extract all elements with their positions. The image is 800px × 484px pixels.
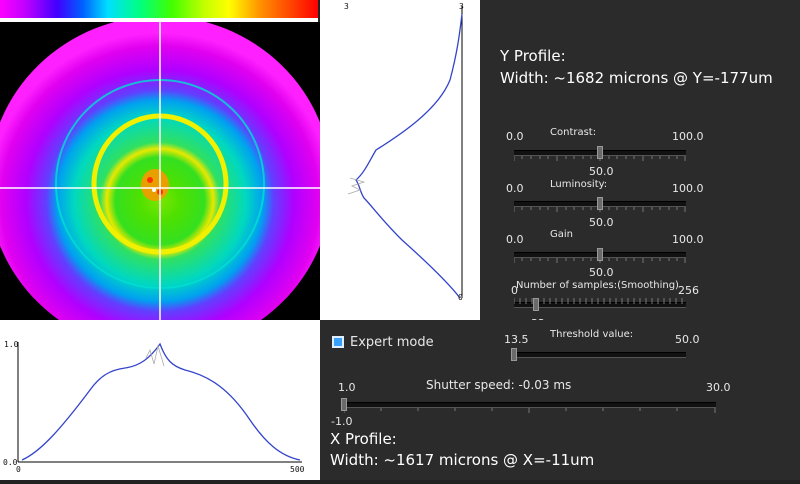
samples-max: 256 (678, 284, 699, 297)
samples-min: 0 (511, 284, 518, 297)
contrast-value: 50.0 (589, 165, 614, 178)
colormap-separator (0, 18, 318, 22)
shutter-max: 30.0 (706, 381, 731, 394)
x-plot-xmax-label: 500 (290, 465, 305, 474)
shutter-value: -1.0 (331, 415, 353, 428)
y-profile-curve (355, 13, 463, 299)
y-profile-plot: 3 3 0 (320, 0, 480, 320)
gain-max: 100.0 (672, 233, 704, 246)
colormap-legend (0, 0, 318, 18)
threshold-label: Threshold value: (550, 329, 634, 340)
x-profile-curve (21, 342, 301, 461)
y-profile-width: Width: ~1682 microns @ Y=-177um (500, 69, 773, 87)
luminosity-min: 0.0 (506, 182, 524, 195)
shutter-track[interactable] (344, 402, 716, 408)
threshold-min: 13.5 (504, 333, 529, 346)
beam-image-view[interactable] (0, 16, 332, 352)
contrast-handle[interactable] (597, 146, 603, 159)
beam-image (0, 16, 332, 352)
x-plot-ymax-label: 1.0 (4, 340, 19, 349)
gain-label: Gain (550, 229, 573, 240)
contrast-min: 0.0 (506, 130, 524, 143)
shutter-min: 1.0 (338, 381, 356, 394)
threshold-max: 50.0 (675, 333, 700, 346)
expert-mode-checkbox[interactable] (332, 336, 344, 348)
gain-ticks (514, 258, 686, 263)
y-profile-title: Y Profile: (500, 47, 566, 65)
shutter-handle[interactable] (341, 398, 347, 411)
luminosity-max: 100.0 (672, 182, 704, 195)
samples-handle[interactable] (533, 298, 539, 311)
samples-ticks (514, 298, 683, 304)
gain-handle[interactable] (597, 248, 603, 261)
threshold-track[interactable] (514, 352, 686, 358)
x-plot-xmin-label: 0 (16, 465, 21, 474)
gain-value: 50.0 (589, 266, 614, 279)
shutter-ticks (344, 408, 716, 413)
y-plot-bottom-label: 0 (458, 293, 463, 302)
x-profile-width: Width: ~1617 microns @ X=-11um (330, 451, 595, 469)
expert-mode-label[interactable]: Expert mode (350, 335, 434, 350)
contrast-max: 100.0 (672, 130, 704, 143)
samples-track[interactable] (514, 302, 686, 308)
y-plot-top-right-label: 3 (459, 2, 464, 11)
contrast-label: Contrast: (550, 127, 597, 138)
beam-hotspot (141, 169, 169, 201)
threshold-handle[interactable] (511, 348, 517, 361)
luminosity-label: Luminosity: (550, 179, 608, 190)
bottom-control-panel (320, 320, 800, 480)
luminosity-handle[interactable] (597, 197, 603, 210)
luminosity-value: 50.0 (589, 216, 614, 229)
x-profile-plot: 1.0 0.0 0 500 (0, 320, 320, 480)
x-profile-title: X Profile: (330, 430, 397, 448)
gain-min: 0.0 (506, 233, 524, 246)
samples-label: Number of samples:(Smoothing) (516, 280, 679, 291)
y-plot-top-left-label: 3 (344, 2, 349, 11)
shutter-label: Shutter speed: -0.03 ms (426, 378, 572, 392)
x-plot-ymin-label: 0.0 (3, 458, 18, 467)
control-panel (480, 0, 800, 320)
